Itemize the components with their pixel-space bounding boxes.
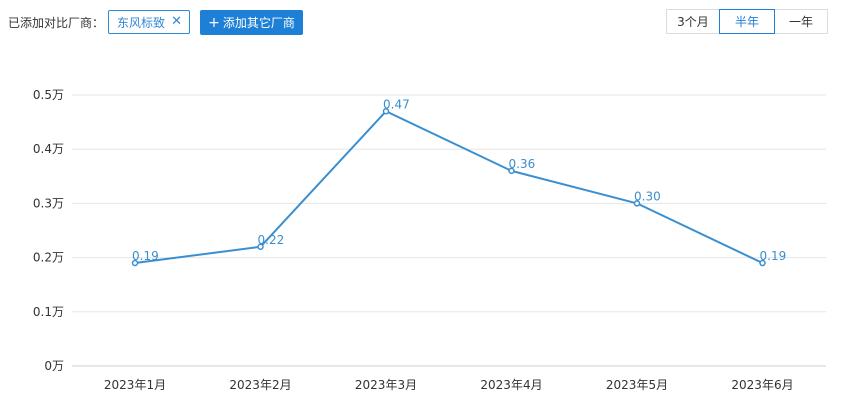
add-brand-button[interactable]: + 添加其它厂商 [200, 10, 303, 35]
data-label: 0.19 [760, 249, 787, 263]
data-point [508, 167, 515, 175]
data-point [382, 108, 390, 115]
time-range-selector: 3个月 半年 一年 [666, 9, 828, 34]
range-one-year-button[interactable]: 一年 [774, 9, 828, 34]
data-point [257, 243, 264, 251]
x-tick-label: 2023年3月 [355, 378, 417, 392]
data-label: 0.47 [383, 97, 410, 111]
x-tick-label: 2023年6月 [731, 378, 793, 392]
x-tick-label: 2023年4月 [480, 378, 542, 392]
data-label: 0.36 [509, 157, 536, 171]
add-brand-label: 添加其它厂商 [222, 16, 295, 30]
compare-label: 已添加对比厂商： [8, 16, 105, 30]
data-point [759, 259, 766, 267]
x-tick-label: 2023年5月 [606, 378, 668, 392]
x-tick-label: 2023年2月 [229, 378, 291, 392]
y-tick-label: 0.3万 [33, 196, 64, 210]
toolbar: 已添加对比厂商： 东风标致 ✕ + 添加其它厂商 3个月 半年 一年 [0, 0, 852, 44]
brand-tag-label: 东风标致 [117, 15, 166, 30]
selected-brand-tag[interactable]: 东风标致 ✕ [108, 10, 190, 34]
plus-icon: + [208, 14, 220, 31]
x-tick-label: 2023年1月 [104, 378, 166, 392]
range-one-year-label: 一年 [788, 15, 813, 29]
range-half-year-label: 半年 [734, 15, 759, 29]
data-point [633, 200, 641, 207]
y-tick-label: 0.4万 [33, 142, 64, 156]
y-tick-label: 0万 [44, 359, 64, 373]
y-tick-label: 0.2万 [33, 251, 64, 265]
data-point [131, 259, 139, 267]
range-half-year-button[interactable]: 半年 [719, 9, 775, 34]
series-line [134, 110, 763, 265]
data-label: 0.22 [258, 233, 285, 247]
range-3-months-label: 3个月 [677, 15, 709, 29]
y-tick-label: 0.5万 [33, 88, 64, 102]
y-tick-label: 0.1万 [33, 305, 64, 319]
data-label: 0.30 [634, 189, 661, 203]
data-label: 0.19 [132, 249, 159, 263]
close-icon[interactable]: ✕ [171, 14, 182, 29]
